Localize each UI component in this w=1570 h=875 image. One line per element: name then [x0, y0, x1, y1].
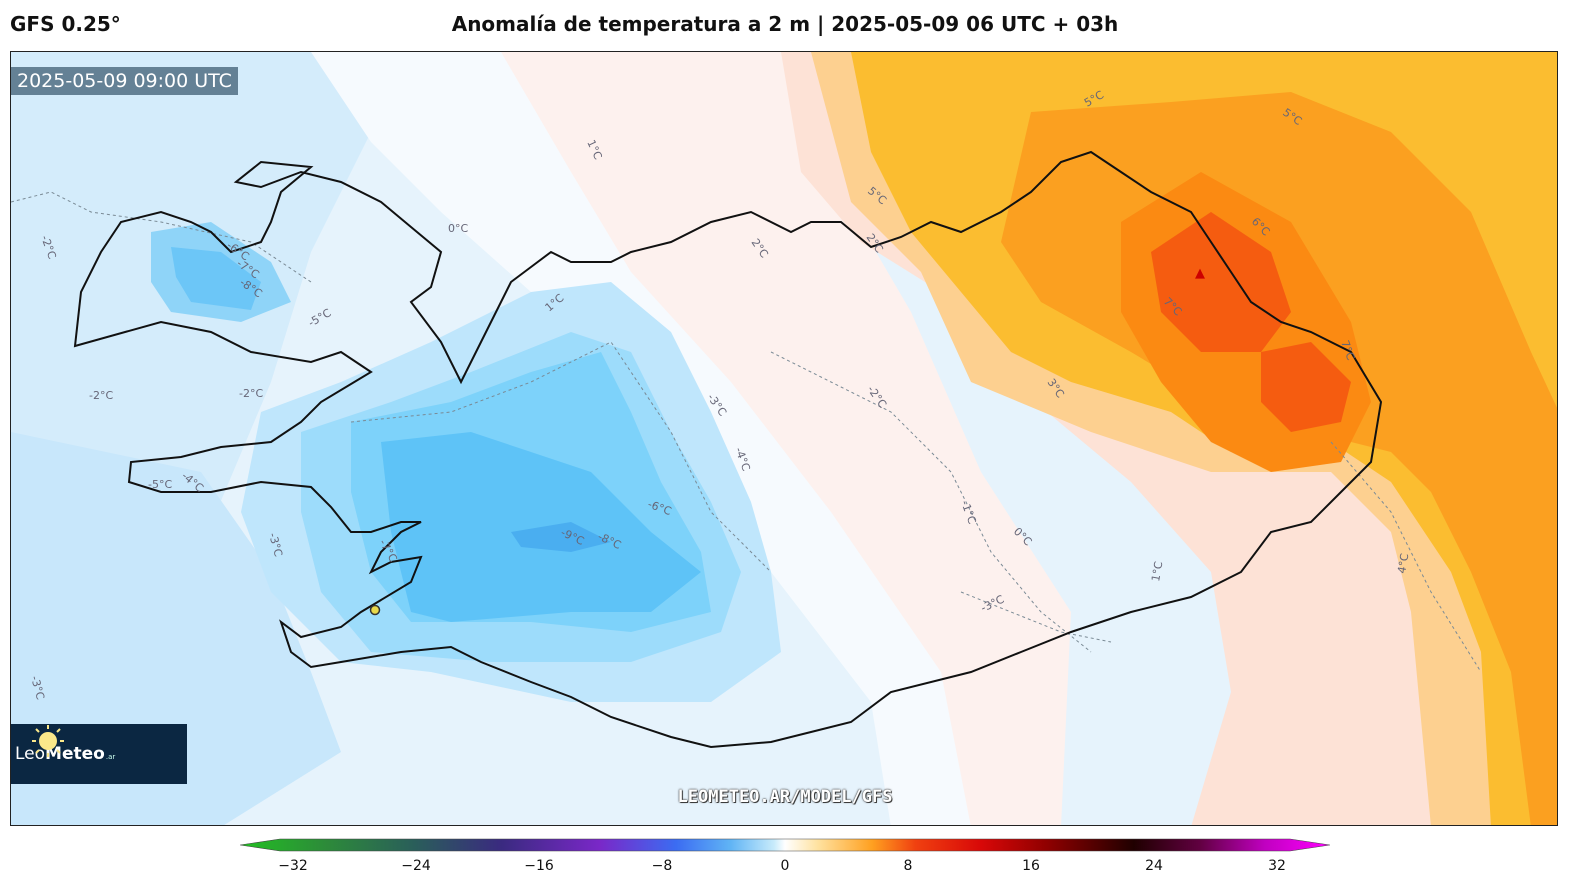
contour-label: 4°C	[1395, 552, 1411, 574]
contour-label: -5°C	[148, 478, 172, 491]
station-marker	[369, 604, 381, 616]
sun-icon	[32, 725, 64, 757]
contour-label: -3°C	[28, 674, 47, 701]
colorbar-tick-label: 16	[1022, 858, 1040, 874]
contour-label: 0°C	[448, 222, 468, 235]
colorbar-tick-label: 32	[1268, 858, 1286, 874]
valid-time-badge: 2025-05-09 09:00 UTC	[11, 67, 238, 95]
logo-text-bold: Meteo	[45, 744, 105, 764]
map-title: Anomalía de temperatura a 2 m | 2025-05-…	[451, 12, 1119, 36]
colorbar-tick-label: 8	[903, 858, 913, 874]
max-marker: ▲	[1195, 266, 1205, 281]
colorbar-tick-label: 0	[780, 858, 790, 874]
contour-label: -2°C	[89, 389, 113, 402]
contour-label: -2°C	[239, 387, 263, 400]
model-label: GFS 0.25°	[10, 12, 121, 36]
colorbar-tick-label: −16	[524, 858, 554, 874]
watermark: LEOMETEO.AR/MODEL/GFS	[677, 787, 893, 807]
coastline	[73, 150, 1383, 749]
contour-label: 1°C	[1149, 560, 1165, 582]
contour-label: -3°C	[266, 531, 285, 558]
colorbar-tick-label: −32	[278, 858, 308, 874]
logo-suffix: .ar	[105, 753, 116, 761]
leometeo-logo: LeoMeteo.ar	[11, 724, 187, 784]
colorbar	[240, 838, 1330, 852]
temperature-anomaly-map: 0°C 1°C -2°C -6°C -7°C -8°C -5°C -2°C -2…	[11, 52, 1557, 825]
colorbar-tick-label: 24	[1145, 858, 1163, 874]
colorbar-tick-label: −24	[401, 858, 431, 874]
map-panel[interactable]: 0°C 1°C -2°C -6°C -7°C -8°C -5°C -2°C -2…	[10, 51, 1558, 826]
logo-text-light: Leo	[15, 744, 46, 764]
colorbar-tick-label: −8	[651, 858, 673, 874]
